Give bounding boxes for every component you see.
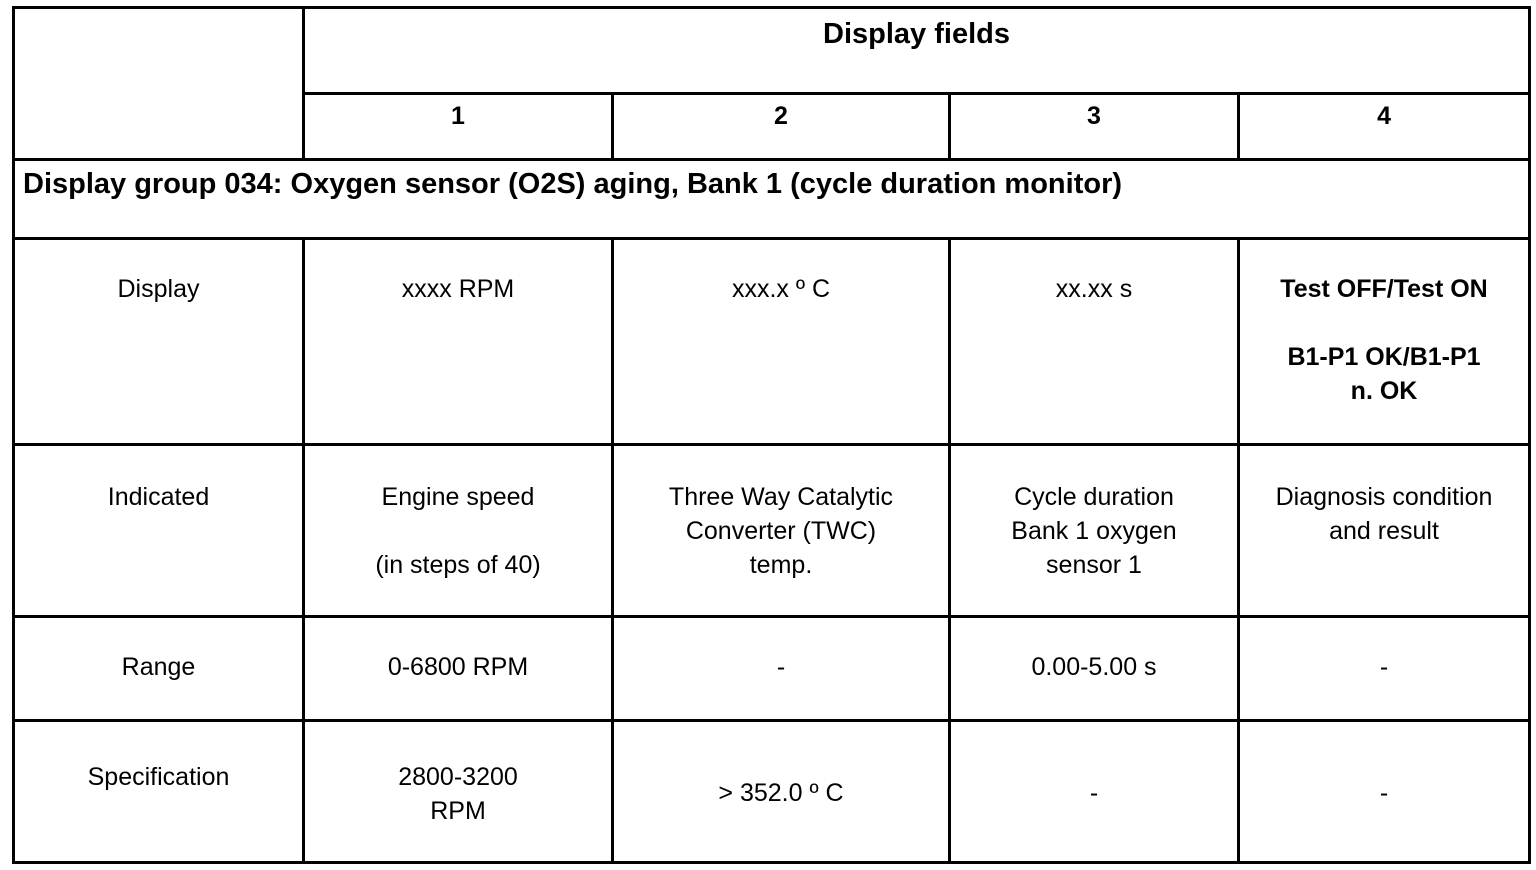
display-fields-title: Display fields [823,18,1010,50]
group-heading-cell: Display group 034: Oxygen sensor (O2S) a… [11,158,1532,240]
specification-field-1: 2800-3200 RPM [302,718,614,865]
display-fields-header: Display fields [301,6,1532,95]
indicated-field-3-line-2: Bank 1 oxygen [1011,517,1177,546]
row-label-display: Display [12,236,305,447]
display-field-4-line-3: n. OK [1350,376,1418,405]
field-number-2: 2 [611,91,951,162]
indicated-field-2: Three Way Catalytic Converter (TWC) temp… [611,443,951,619]
indicated-field-4-line-1: Diagnosis condition [1275,483,1493,512]
row-label-specification: Specification [12,718,305,865]
range-field-2: - [611,615,951,722]
indicated-field-2-line-2: Converter (TWC) [685,517,877,546]
field-number-1: 1 [302,91,614,162]
specification-field-4: - [1236,718,1532,865]
indicated-field-3-line-3: sensor 1 [1046,551,1142,580]
display-field-4-line-1: Test OFF/Test ON [1280,274,1488,303]
range-field-3: 0.00-5.00 s [948,615,1240,722]
indicated-field-3-line-1: Cycle duration [1014,483,1174,512]
display-field-1: xxxx RPM [302,236,614,447]
indicated-field-2-line-3: temp. [749,551,813,580]
group-heading: Display group 034: Oxygen sensor (O2S) a… [23,168,1123,201]
range-field-1: 0-6800 RPM [302,615,614,722]
field-number-4: 4 [1236,91,1532,162]
range-field-4: - [1236,615,1532,722]
indicated-field-1: Engine speed (in steps of 40) [302,443,614,619]
corner-cell [12,5,305,162]
specification-field-3: - [948,718,1240,865]
table-row-range: Range 0-6800 RPM - 0.00-5.00 s - [12,615,1532,722]
table-row-indicated: Indicated Engine speed (in steps of 40) … [12,443,1532,619]
group-heading-row: Display group 034: Oxygen sensor (O2S) a… [11,158,1532,240]
display-field-3: xx.xx s [948,236,1240,447]
display-group-table: Display fields 1 2 3 4 Display group 034… [11,5,1532,865]
specification-field-2: > 352.0 º C [611,718,951,865]
table-title-row: Display fields [12,5,1532,162]
indicated-field-1-line-2: (in steps of 40) [375,551,541,580]
indicated-field-2-line-1: Three Way Catalytic [668,483,894,512]
table-row-display: Display xxxx RPM xxx.x º C xx.xx s Test … [12,236,1532,447]
field-number-row: 1 2 3 4 [14,91,1532,162]
row-label-indicated: Indicated [12,443,305,619]
field-number-3: 3 [948,91,1240,162]
indicated-field-1-line-1: Engine speed [381,483,535,512]
table-row-specification: Specification 2800-3200 RPM > 352.0 º C … [12,718,1532,865]
display-field-4-line-2: B1-P1 OK/B1-P1 [1287,342,1481,371]
row-label-range: Range [12,615,305,722]
indicated-field-3: Cycle duration Bank 1 oxygen sensor 1 [948,443,1240,619]
display-field-4: Test OFF/Test ON B1-P1 OK/B1-P1 n. OK [1236,236,1532,447]
indicated-field-4: Diagnosis condition and result [1236,443,1532,619]
specification-field-1-line-1: 2800-3200 [398,762,518,791]
indicated-field-4-line-2: and result [1329,517,1439,546]
display-field-2: xxx.x º C [611,236,951,447]
specification-field-1-line-2: RPM [430,796,486,825]
